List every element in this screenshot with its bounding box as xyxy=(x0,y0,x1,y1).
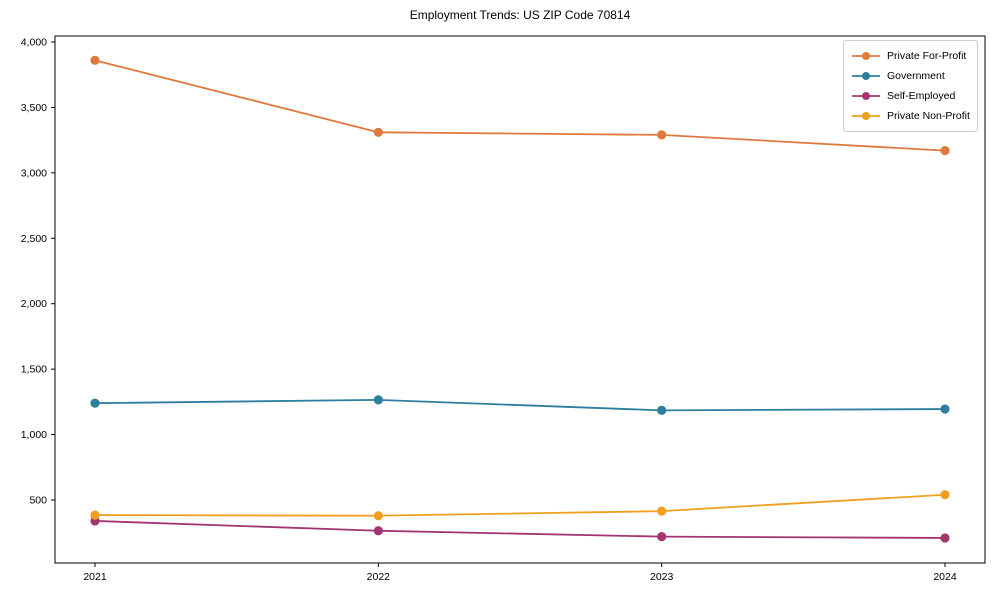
data-point-private-non-profit xyxy=(657,506,667,516)
legend: Private For-Profit Government Self-Employe… xyxy=(843,40,978,132)
data-point-self-employed xyxy=(657,532,667,542)
series-line-private-for-profit xyxy=(94,59,946,152)
data-point-private-for-profit xyxy=(940,146,950,156)
data-point-private-for-profit xyxy=(373,127,383,137)
legend-marker-icon xyxy=(862,112,870,120)
legend-label: Private For-Profit xyxy=(887,50,967,62)
y-tick-label: 500 xyxy=(29,495,47,507)
data-point-government xyxy=(940,404,950,414)
data-point-private-non-profit xyxy=(373,511,383,521)
data-point-self-employed xyxy=(940,533,950,543)
x-tick-label: 2022 xyxy=(367,571,391,583)
legend-marker-icon xyxy=(862,72,870,80)
data-point-private-non-profit xyxy=(90,510,100,520)
x-tick-label: 2023 xyxy=(650,571,674,583)
data-point-private-for-profit xyxy=(90,55,100,65)
plot-frame xyxy=(54,35,986,564)
chart-title: Employment Trends: US ZIP Code 70814 xyxy=(409,8,631,22)
legend-marker-icon xyxy=(862,92,870,100)
data-point-government xyxy=(373,395,383,405)
y-tick-label: 4,000 xyxy=(21,37,47,49)
data-point-government xyxy=(90,398,100,408)
y-tick-label: 3,000 xyxy=(21,167,47,179)
series-line-self-employed xyxy=(94,520,946,539)
legend-label: Private Non-Profit xyxy=(887,110,970,122)
legend-marker-icon xyxy=(862,52,870,60)
data-point-private-for-profit xyxy=(657,130,667,140)
data-point-self-employed xyxy=(373,526,383,536)
legend-line-sample xyxy=(852,52,880,60)
legend-item-self-employed: Self-Employed xyxy=(851,86,969,106)
legend-item-private-for-profit: Private For-Profit xyxy=(851,46,969,66)
x-tick-label: 2021 xyxy=(83,571,107,583)
series-line-government xyxy=(94,398,946,412)
data-point-private-non-profit xyxy=(940,490,950,500)
y-tick-label: 1,500 xyxy=(21,364,47,376)
y-tick-label: 1,000 xyxy=(21,429,47,441)
y-tick-label: 2,000 xyxy=(21,298,47,310)
data-point-government xyxy=(657,405,667,415)
legend-label: Self-Employed xyxy=(887,90,956,102)
legend-line-sample xyxy=(852,112,880,120)
series-line-private-non-profit xyxy=(94,493,946,517)
legend-label: Government xyxy=(887,70,945,82)
legend-line-sample xyxy=(852,72,880,80)
x-tick-label: 2024 xyxy=(933,571,957,583)
legend-line-sample xyxy=(852,92,880,100)
y-tick-label: 2,500 xyxy=(21,233,47,245)
legend-item-private-non-profit: Private Non-Profit xyxy=(851,106,970,126)
legend-item-government: Government xyxy=(851,66,969,86)
y-tick-label: 3,500 xyxy=(21,102,47,114)
